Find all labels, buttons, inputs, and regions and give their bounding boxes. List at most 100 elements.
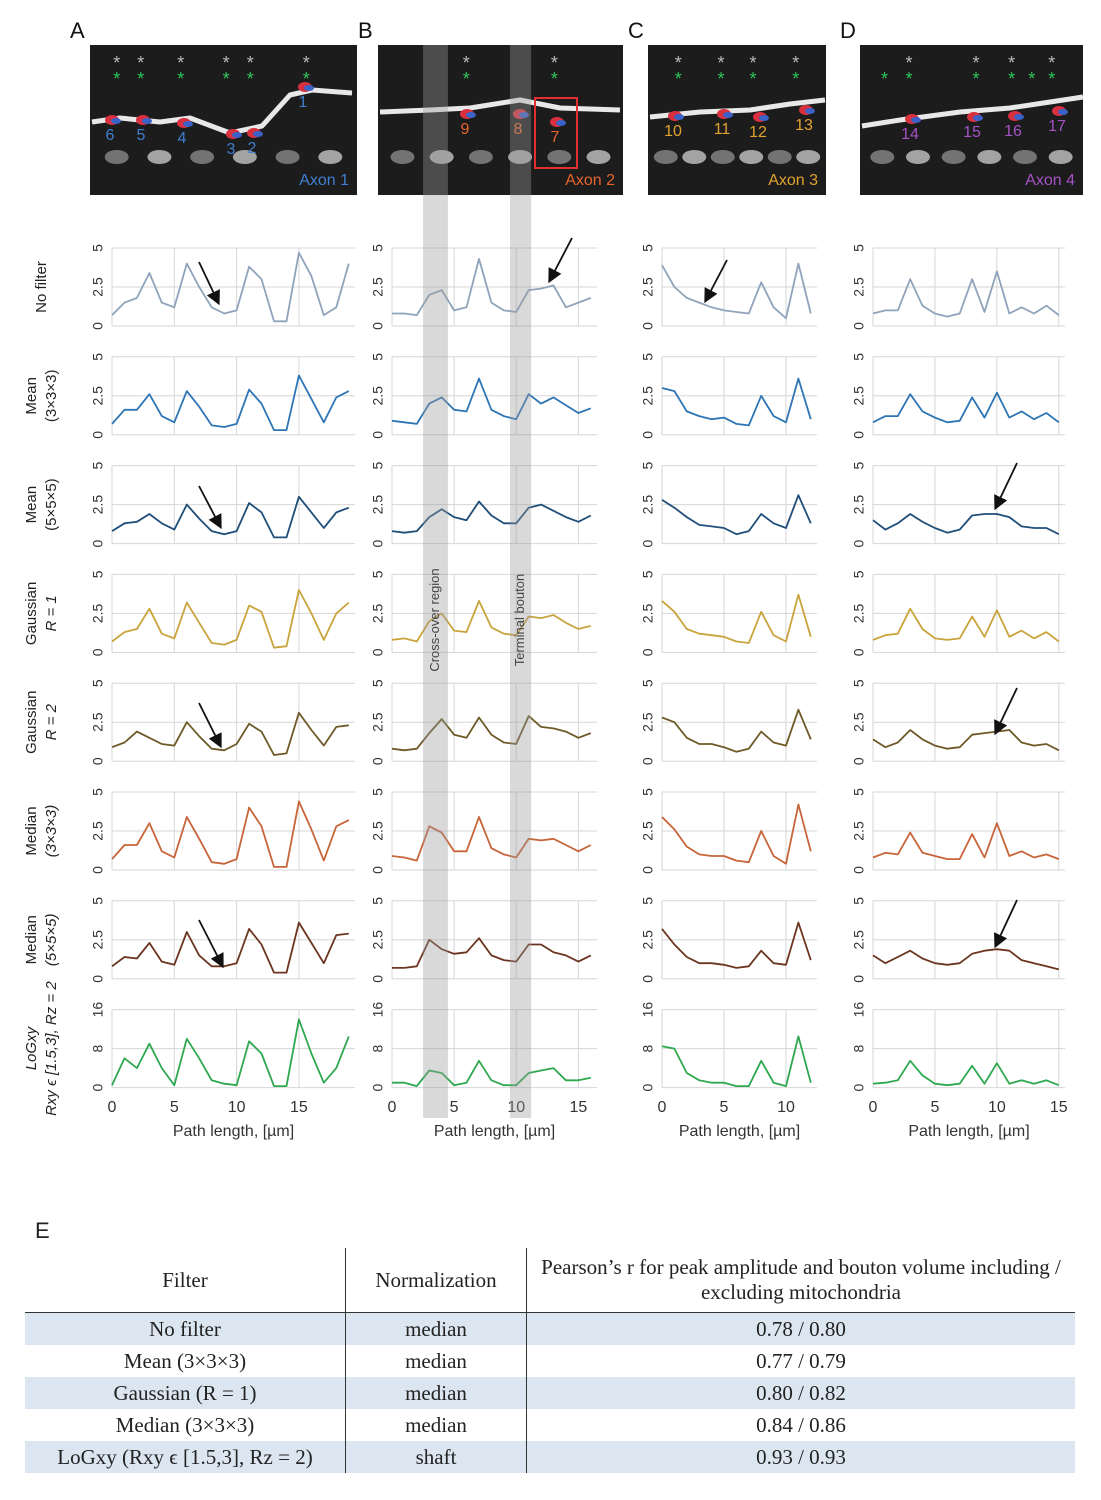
y-tick-label: 0 bbox=[90, 1083, 106, 1091]
data-line bbox=[661, 708, 812, 753]
table-cell: Mean (3×3×3) bbox=[123, 1348, 247, 1373]
table-panel: E Filter Normalization Pearson’s r for pea… bbox=[25, 1218, 1075, 1473]
y-tick-label: 0 bbox=[370, 757, 386, 765]
asterisk: * bbox=[792, 53, 799, 73]
x-tick-label: 10 bbox=[507, 1099, 525, 1116]
y-tick-label: 2.5 bbox=[851, 712, 867, 732]
bouton-number: 7 bbox=[551, 129, 560, 146]
mito-blob bbox=[556, 120, 566, 126]
data-line bbox=[392, 257, 592, 317]
y-tick-label: 5 bbox=[851, 461, 867, 469]
y-tick-label: 5 bbox=[90, 570, 106, 578]
y-tick-label: 5 bbox=[640, 897, 656, 905]
fluorescence-spot bbox=[468, 150, 493, 164]
data-line bbox=[872, 948, 1060, 971]
y-tick-label: 2.5 bbox=[90, 386, 106, 406]
asterisk: * bbox=[113, 69, 120, 89]
table: Filter Normalization Pearson’s r for peak … bbox=[25, 1248, 1075, 1473]
x-axis-label: Path length, [µm] bbox=[434, 1123, 555, 1140]
fluorescence-spot bbox=[941, 150, 966, 164]
data-line bbox=[661, 377, 812, 427]
axon bbox=[861, 94, 1084, 129]
x-tick-label: 15 bbox=[290, 1099, 308, 1116]
y-axis-label: (5×5×5) bbox=[43, 914, 60, 967]
y-tick-label: 8 bbox=[370, 1044, 386, 1052]
table-row: Median (3×3×3) median 0.84 / 0.86 bbox=[25, 1409, 1075, 1441]
asterisk: * bbox=[303, 53, 310, 73]
panel-label: A bbox=[70, 18, 85, 43]
table-cell: Median (3×3×3) bbox=[115, 1412, 255, 1437]
region-label: Terminal bouton bbox=[512, 574, 527, 667]
region-label: Cross-over region bbox=[427, 568, 442, 671]
fluorescence-spot bbox=[190, 150, 215, 164]
fluorescence-spot bbox=[1013, 150, 1038, 164]
y-tick-label: 2.5 bbox=[370, 603, 386, 623]
mito-blob bbox=[519, 112, 529, 118]
header-cell: Pearson’s r for peak amplitude and bouto… bbox=[526, 1248, 1075, 1313]
y-tick-label: 0 bbox=[851, 975, 867, 983]
y-tick-label: 2.5 bbox=[90, 603, 106, 623]
data-line bbox=[392, 1059, 591, 1087]
y-axis-label: R = 1 bbox=[43, 595, 60, 631]
figure: A6 5 43 21* * * * * ** * * * * *Axon 1B9 8 7* ** *Axon 2C… bbox=[23, 18, 1084, 1140]
table-row: No filter median 0.78 / 0.80 bbox=[25, 1312, 1075, 1345]
axon bbox=[649, 97, 826, 120]
y-axis-label: (3×3×3) bbox=[43, 370, 60, 423]
y-tick-label: 2.5 bbox=[640, 386, 656, 406]
y-axis-label: Rxy ϵ [1.5,3], Rz = 2 bbox=[43, 981, 60, 1116]
fluorescence-spot bbox=[977, 150, 1002, 164]
y-tick-label: 0 bbox=[640, 322, 656, 330]
data-line bbox=[111, 251, 350, 323]
y-tick-label: 8 bbox=[851, 1044, 867, 1052]
asterisk: * bbox=[247, 53, 254, 73]
y-tick-label: 0 bbox=[370, 1083, 386, 1091]
fluorescence-spot bbox=[796, 150, 821, 164]
y-tick-label: 8 bbox=[90, 1044, 106, 1052]
x-axis-label: Path length, [µm] bbox=[173, 1123, 294, 1140]
y-tick-label: 0 bbox=[640, 866, 656, 874]
bouton-number: 15 bbox=[963, 124, 981, 141]
bouton-number: 2 bbox=[248, 140, 257, 157]
y-tick-label: 2.5 bbox=[90, 277, 106, 297]
table-cell: median bbox=[345, 1312, 527, 1345]
fluorescence-spot bbox=[275, 150, 300, 164]
data-line bbox=[111, 800, 350, 868]
y-tick-label: 5 bbox=[851, 570, 867, 578]
y-tick-label: 5 bbox=[90, 679, 106, 687]
y-tick-label: 5 bbox=[640, 788, 656, 796]
asterisk: * bbox=[177, 69, 184, 89]
x-tick-label: 10 bbox=[988, 1099, 1006, 1116]
table-cell: 0.84 / 0.86 bbox=[526, 1409, 1075, 1441]
x-tick-label: 5 bbox=[450, 1099, 459, 1116]
y-axis-label: Gaussian bbox=[23, 582, 40, 645]
x-axis-label: Path length, [µm] bbox=[679, 1123, 800, 1140]
y-tick-label: 5 bbox=[851, 897, 867, 905]
y-tick-label: 0 bbox=[640, 539, 656, 547]
table-cell: median bbox=[345, 1345, 527, 1377]
bouton-number: 8 bbox=[514, 121, 523, 138]
data-line bbox=[111, 374, 350, 432]
y-tick-label: 5 bbox=[640, 679, 656, 687]
x-tick-label: 0 bbox=[108, 1099, 117, 1116]
data-line bbox=[392, 937, 592, 969]
asterisk: * bbox=[750, 53, 757, 73]
asterisk: * bbox=[113, 53, 120, 73]
data-line bbox=[111, 495, 350, 539]
y-tick-label: 16 bbox=[370, 1002, 386, 1018]
data-line bbox=[391, 377, 592, 425]
asterisk: * bbox=[675, 53, 682, 73]
y-tick-label: 2.5 bbox=[90, 495, 106, 515]
bouton-number: 9 bbox=[461, 121, 470, 138]
data-line bbox=[661, 494, 812, 536]
y-tick-label: 5 bbox=[640, 570, 656, 578]
y-tick-label: 2.5 bbox=[90, 930, 106, 950]
y-tick-label: 5 bbox=[640, 461, 656, 469]
y-axis-label: Mean bbox=[23, 377, 40, 415]
y-tick-label: 0 bbox=[90, 539, 106, 547]
bouton-number: 12 bbox=[749, 124, 767, 141]
arrow bbox=[994, 899, 1018, 949]
y-tick-label: 5 bbox=[370, 353, 386, 361]
y-tick-label: 5 bbox=[90, 897, 106, 905]
asterisk: * bbox=[1028, 69, 1035, 89]
fluorescence-spot bbox=[508, 150, 533, 164]
